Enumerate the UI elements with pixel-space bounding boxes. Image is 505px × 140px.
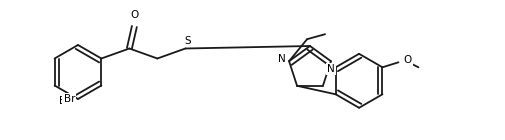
Text: N: N: [326, 64, 334, 74]
Text: Br: Br: [59, 96, 70, 106]
Text: Br: Br: [63, 94, 75, 104]
Text: O: O: [402, 55, 411, 65]
Text: O: O: [130, 10, 138, 19]
Text: N: N: [278, 54, 285, 64]
Text: S: S: [184, 36, 190, 46]
